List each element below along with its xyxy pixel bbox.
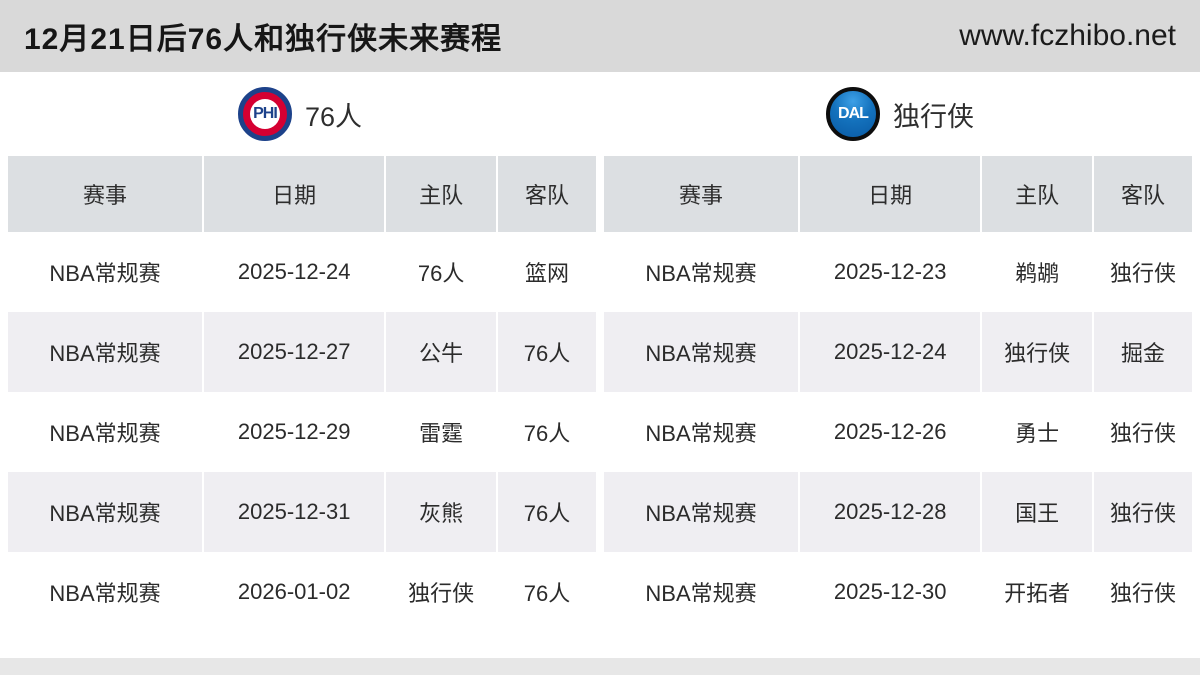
date-cell: 2025-12-23 xyxy=(798,232,980,312)
table-row: NBA常规赛 2025-12-31 灰熊 76人 xyxy=(8,472,596,552)
event-cell: NBA常规赛 xyxy=(645,341,757,366)
home-team-cell: 76人 xyxy=(384,232,496,312)
date-cell: 2025-12-28 xyxy=(798,472,980,552)
site-url: www.fczhibo.net xyxy=(959,19,1176,52)
away-team-cell: 篮网 xyxy=(496,232,596,312)
home-team-cell: 独行侠 xyxy=(384,552,496,632)
date-cell: 2025-12-27 xyxy=(202,312,384,392)
event-cell: NBA常规赛 xyxy=(645,501,757,526)
away-team-cell: 独行侠 xyxy=(1092,472,1192,552)
team-header-76ers: PHI 76人 xyxy=(0,72,600,156)
date-cell: 2025-12-31 xyxy=(202,472,384,552)
dal-team-logo-icon: DAL xyxy=(826,87,880,141)
phi-team-logo-icon: PHI xyxy=(237,87,292,141)
column-header-date: 日期 xyxy=(798,156,980,232)
date-cell: 2025-12-30 xyxy=(798,552,980,632)
page-title: 12月21日后76人和独行侠未来赛程 xyxy=(24,23,503,56)
home-team-cell: 勇士 xyxy=(980,392,1092,472)
date-cell: 2025-12-24 xyxy=(202,232,384,312)
event-cell: NBA常规赛 xyxy=(49,341,161,366)
home-team-cell: 开拓者 xyxy=(980,552,1092,632)
column-header-event: 赛事 xyxy=(83,183,128,208)
schedule-table-76ers: 赛事 日期 主队 客队 NBA常规赛 2025-12-24 76人 篮网 NBA… xyxy=(8,156,596,632)
dal-logo-abbr: DAL xyxy=(838,105,869,122)
event-cell: NBA常规赛 xyxy=(645,421,757,446)
date-cell: 2025-12-26 xyxy=(798,392,980,472)
table-row: NBA常规赛 2025-12-28 国王 独行侠 xyxy=(604,472,1192,552)
home-team-cell: 雷霆 xyxy=(384,392,496,472)
home-team-cell: 鹈鹕 xyxy=(980,232,1092,312)
away-team-cell: 76人 xyxy=(496,392,596,472)
table-row: NBA常规赛 2025-12-24 独行侠 掘金 xyxy=(604,312,1192,392)
column-header-event: 赛事 xyxy=(679,183,724,208)
event-cell: NBA常规赛 xyxy=(645,581,757,606)
table-row: NBA常规赛 2025-12-23 鹈鹕 独行侠 xyxy=(604,232,1192,312)
table-row: NBA常规赛 2025-12-26 勇士 独行侠 xyxy=(604,392,1192,472)
column-header-home: 主队 xyxy=(980,156,1092,232)
table-header-row: 赛事 日期 主队 客队 xyxy=(8,156,596,232)
column-header-date: 日期 xyxy=(202,156,384,232)
home-team-cell: 独行侠 xyxy=(980,312,1092,392)
table-row: NBA常规赛 2025-12-29 雷霆 76人 xyxy=(8,392,596,472)
column-header-home: 主队 xyxy=(384,156,496,232)
team-header-mavericks: DAL 独行侠 xyxy=(600,72,1200,156)
date-cell: 2025-12-29 xyxy=(202,392,384,472)
title-bar: 12月21日后76人和独行侠未来赛程 www.fczhibo.net xyxy=(0,0,1200,72)
team-name-mavericks: 独行侠 xyxy=(893,101,974,132)
schedule-tables: 赛事 日期 主队 客队 NBA常规赛 2025-12-24 76人 篮网 NBA… xyxy=(0,156,1200,632)
away-team-cell: 独行侠 xyxy=(1092,392,1192,472)
column-header-away: 客队 xyxy=(1092,156,1192,232)
away-team-cell: 独行侠 xyxy=(1092,552,1192,632)
event-cell: NBA常规赛 xyxy=(49,581,161,606)
table-row: NBA常规赛 2025-12-30 开拓者 独行侠 xyxy=(604,552,1192,632)
away-team-cell: 76人 xyxy=(496,312,596,392)
column-header-away: 客队 xyxy=(496,156,596,232)
away-team-cell: 76人 xyxy=(496,552,596,632)
away-team-cell: 独行侠 xyxy=(1092,232,1192,312)
teams-band: PHI 76人 DAL 独行侠 xyxy=(0,72,1200,156)
away-team-cell: 76人 xyxy=(496,472,596,552)
table-row: NBA常规赛 2026-01-02 独行侠 76人 xyxy=(8,552,596,632)
schedule-table-mavericks: 赛事 日期 主队 客队 NBA常规赛 2025-12-23 鹈鹕 独行侠 NBA… xyxy=(604,156,1192,632)
table-row: NBA常规赛 2025-12-27 公牛 76人 xyxy=(8,312,596,392)
table-header-row: 赛事 日期 主队 客队 xyxy=(604,156,1192,232)
date-cell: 2026-01-02 xyxy=(202,552,384,632)
event-cell: NBA常规赛 xyxy=(49,421,161,446)
footer-strip xyxy=(0,658,1200,675)
event-cell: NBA常规赛 xyxy=(49,501,161,526)
home-team-cell: 灰熊 xyxy=(384,472,496,552)
team-name-76ers: 76人 xyxy=(304,101,363,132)
table-row: NBA常规赛 2025-12-24 76人 篮网 xyxy=(8,232,596,312)
home-team-cell: 国王 xyxy=(980,472,1092,552)
event-cell: NBA常规赛 xyxy=(645,261,757,286)
home-team-cell: 公牛 xyxy=(384,312,496,392)
away-team-cell: 掘金 xyxy=(1092,312,1192,392)
phi-logo-abbr: PHI xyxy=(253,105,278,122)
event-cell: NBA常规赛 xyxy=(49,261,161,286)
date-cell: 2025-12-24 xyxy=(798,312,980,392)
